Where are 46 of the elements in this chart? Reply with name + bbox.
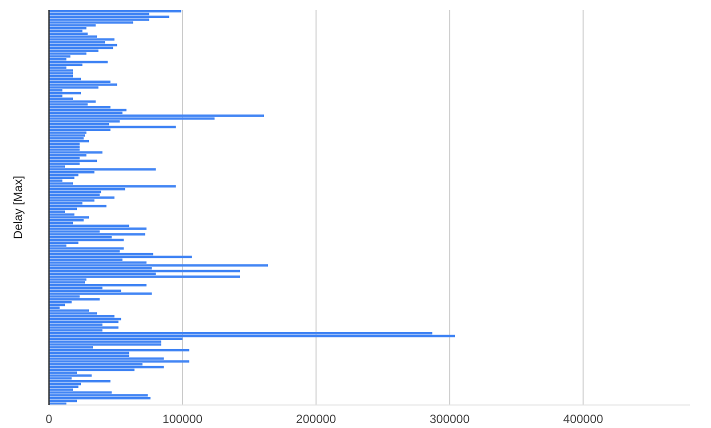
- y-axis-title: Delay [Max]: [11, 176, 25, 240]
- x-tick-label: 200000: [296, 412, 336, 426]
- x-tick-label: 0: [46, 412, 53, 426]
- bar: [49, 114, 264, 117]
- bar: [49, 204, 106, 208]
- bar: [49, 284, 146, 286]
- bar: [49, 140, 90, 142]
- bar: [49, 276, 240, 278]
- bar: [49, 396, 150, 400]
- bar: [49, 386, 78, 388]
- bar: [49, 185, 176, 188]
- bar: [49, 216, 90, 219]
- bar: [49, 256, 192, 258]
- bar: [49, 374, 92, 377]
- bar: [49, 233, 146, 236]
- bar: [49, 320, 118, 324]
- bar: [49, 270, 240, 272]
- bar: [49, 298, 100, 300]
- bar: [49, 292, 152, 295]
- bar: [49, 146, 80, 148]
- bar: [49, 348, 190, 352]
- bar: [49, 92, 82, 94]
- bar: [49, 160, 98, 162]
- bar: [49, 196, 114, 199]
- bar: [49, 38, 114, 41]
- bar: [49, 151, 102, 154]
- bar: [49, 366, 164, 368]
- bar: [49, 227, 146, 230]
- bar: [49, 10, 182, 12]
- bar: [49, 394, 148, 397]
- bar: [49, 44, 118, 46]
- bar: [49, 318, 122, 320]
- bar: [49, 380, 110, 382]
- bar: [49, 46, 114, 50]
- bar: [49, 100, 96, 103]
- bar: [49, 176, 74, 180]
- bar: [49, 108, 126, 112]
- bar: [49, 16, 170, 18]
- x-tick-label: 400000: [563, 412, 604, 426]
- bar: [49, 83, 118, 86]
- bar: [49, 264, 268, 267]
- x-tick-label: 300000: [430, 412, 470, 426]
- bar: [49, 168, 156, 171]
- bar: [49, 360, 190, 363]
- bar: [49, 72, 74, 75]
- x-tick-label: 100000: [162, 412, 203, 426]
